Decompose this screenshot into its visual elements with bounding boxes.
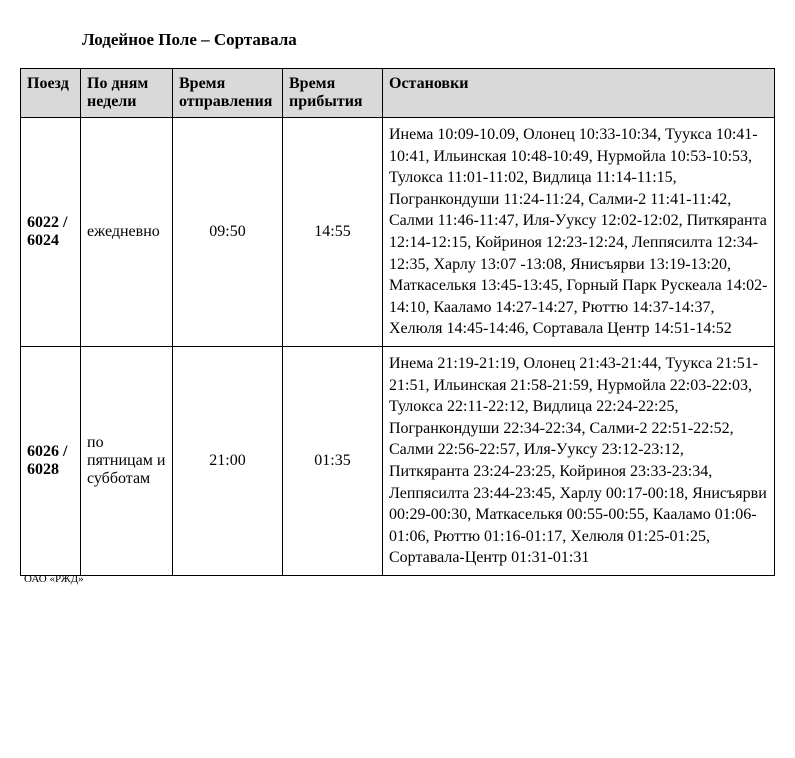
- col-days: По дням недели: [81, 69, 173, 118]
- table-row: 6026 / 6028 по пятницам и субботам 21:00…: [21, 346, 775, 575]
- cell-dep: 21:00: [173, 346, 283, 575]
- col-arr: Время прибытия: [283, 69, 383, 118]
- cell-dep: 09:50: [173, 118, 283, 347]
- cell-stops: Инема 21:19-21:19, Олонец 21:43-21:44, Т…: [383, 346, 775, 575]
- cell-train: 6022 / 6024: [21, 118, 81, 347]
- cell-arr: 14:55: [283, 118, 383, 347]
- table-row: 6022 / 6024 ежедневно 09:50 14:55 Инема …: [21, 118, 775, 347]
- cell-days: ежедневно: [81, 118, 173, 347]
- stops-text: Инема 10:09-10.09, Олонец 10:33-10:34, Т…: [389, 124, 768, 340]
- footer-text: ОАО «РЖД»: [24, 573, 775, 585]
- col-train: Поезд: [21, 69, 81, 118]
- cell-stops: Инема 10:09-10.09, Олонец 10:33-10:34, Т…: [383, 118, 775, 347]
- page-title: Лодейное Поле – Сортавала: [82, 30, 775, 50]
- col-stops: Остановки: [383, 69, 775, 118]
- cell-train: 6026 / 6028: [21, 346, 81, 575]
- cell-days: по пятницам и субботам: [81, 346, 173, 575]
- table-header-row: Поезд По дням недели Время отправления В…: [21, 69, 775, 118]
- schedule-table: Поезд По дням недели Время отправления В…: [20, 68, 775, 576]
- col-dep: Время отправления: [173, 69, 283, 118]
- stops-text: Инема 21:19-21:19, Олонец 21:43-21:44, Т…: [389, 353, 768, 569]
- cell-arr: 01:35: [283, 346, 383, 575]
